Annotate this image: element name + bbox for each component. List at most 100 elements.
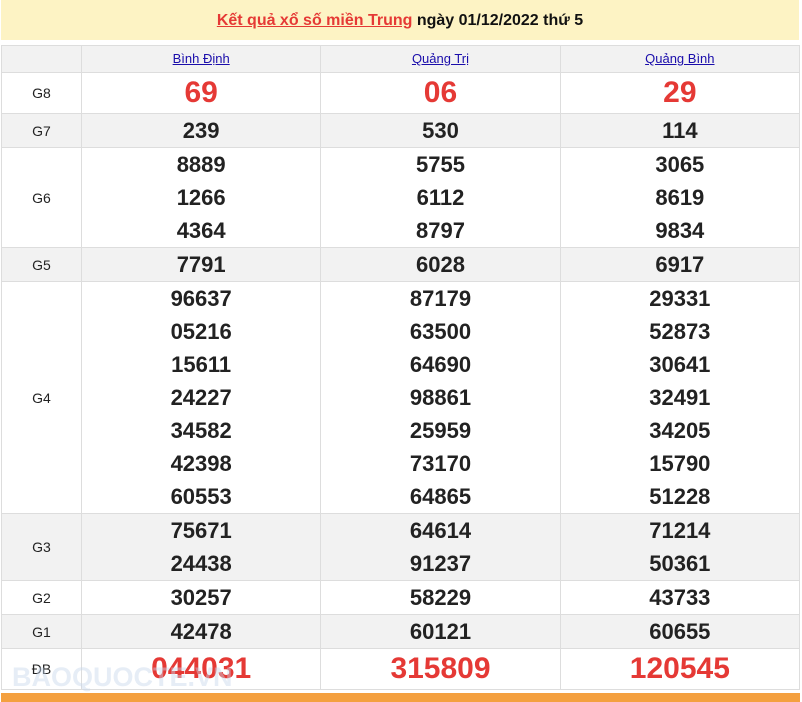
prize-number: 96637 — [170, 286, 232, 311]
results-table: Bình Định Quảng Trị Quảng Bình G8 69 06 29 G… — [1, 45, 801, 690]
prize-number: 8889 — [176, 152, 226, 177]
prize-number: 64690 — [409, 352, 472, 377]
prize-number: 114 — [662, 118, 698, 143]
prize-number: 24438 — [170, 551, 232, 576]
prize-row: G5 7791 6028 6917 — [1, 247, 801, 282]
prize-number: 120545 — [629, 652, 730, 685]
prize-number: 3065 — [655, 152, 705, 177]
prize-number: 044031 — [151, 652, 252, 685]
prize-row: G3 75671 24438 64614 91237 71214 50361 — [1, 513, 801, 581]
prize-row: G7 239 530 114 — [1, 113, 801, 148]
prize-label: G8 — [1, 72, 82, 114]
prize-number: 32491 — [649, 385, 711, 410]
prize-number: 43733 — [649, 585, 711, 610]
prize-number: 15611 — [171, 352, 232, 377]
prize-number: 6028 — [416, 252, 465, 277]
prize-number: 73170 — [409, 451, 472, 476]
prize-cell: 96637 05216 15611 24227 34582 42398 60553 — [80, 281, 322, 514]
prize-cell: 8889 1266 4364 — [80, 147, 322, 248]
prize-number: 71214 — [649, 518, 711, 543]
prize-row: G6 8889 1266 4364 5755 6112 8797 3065 8619 9834 — [1, 147, 801, 248]
prize-number: 15790 — [649, 451, 711, 476]
prize-label: G5 — [1, 247, 82, 282]
prize-row: G4 96637 05216 15611 24227 34582 42398 60553 871… — [1, 281, 801, 514]
prize-label: G7 — [1, 113, 82, 148]
prize-number: 87179 — [409, 286, 472, 311]
prize-number: 7791 — [176, 252, 226, 277]
prize-number: 9834 — [655, 218, 705, 243]
prize-number: 29 — [663, 76, 697, 109]
title-link[interactable]: Kết quả xổ số miền Trung — [216, 12, 413, 29]
prize-number: 315809 — [390, 652, 491, 685]
prize-number: 1266 — [176, 185, 226, 210]
prize-number: 34582 — [170, 418, 232, 443]
prize-label: ĐB — [1, 648, 82, 690]
prize-row: ĐB 044031 315809 120545 — [1, 648, 801, 690]
prize-number: 58229 — [409, 585, 472, 610]
prize-cell: 6028 — [320, 247, 561, 282]
prize-number: 6917 — [655, 252, 705, 277]
title-date: ngày 01/12/2022 thứ 5 — [412, 12, 584, 29]
prize-cell: 315809 — [320, 648, 561, 690]
prize-cell: 530 — [320, 113, 561, 148]
province-link[interactable]: Quảng Bình — [645, 51, 715, 66]
prize-number: 60553 — [170, 484, 232, 509]
prize-number: 34205 — [649, 418, 711, 443]
prize-cell: 75671 24438 — [80, 513, 322, 581]
prize-number: 91237 — [409, 551, 472, 576]
province-link[interactable]: Quảng Trị — [411, 51, 470, 66]
prize-number: 8797 — [416, 218, 465, 243]
province-link[interactable]: Bình Định — [172, 51, 230, 66]
prize-number: 52873 — [649, 319, 711, 344]
prize-cell: 6917 — [559, 247, 801, 282]
prize-cell: 7791 — [80, 247, 322, 282]
prize-cell: 87179 63500 64690 98861 25959 73170 64865 — [320, 281, 561, 514]
prize-number: 75671 — [170, 518, 232, 543]
prize-cell: 30257 — [80, 580, 322, 615]
prize-cell: 29331 52873 30641 32491 34205 15790 51228 — [559, 281, 801, 514]
prize-row: G8 69 06 29 — [1, 72, 801, 114]
prize-number: 06 — [423, 76, 458, 109]
prize-number: 05216 — [170, 319, 232, 344]
prize-cell: 239 — [80, 113, 322, 148]
prize-number: 530 — [422, 118, 459, 143]
prize-number: 30257 — [170, 585, 232, 610]
prize-label: G4 — [1, 281, 82, 514]
prize-cell: 71214 50361 — [559, 513, 801, 581]
footer-bar — [1, 693, 800, 702]
results-title: Kết quả xổ số miền Trung ngày 01/12/2022… — [1, 0, 799, 40]
prize-number: 24227 — [170, 385, 232, 410]
prize-cell: 60121 — [320, 614, 561, 649]
prize-number: 51228 — [649, 484, 711, 509]
prize-cell: 60655 — [559, 614, 801, 649]
prize-number: 4364 — [176, 218, 226, 243]
prize-number: 8619 — [655, 185, 705, 210]
prize-cell: 06 — [320, 72, 561, 114]
prize-number: 69 — [184, 76, 218, 109]
prize-cell: 120545 — [559, 648, 801, 690]
prize-number: 64614 — [409, 518, 472, 543]
province-header-row: Bình Định Quảng Trị Quảng Bình — [1, 45, 801, 73]
prize-number: 5755 — [416, 152, 465, 177]
prize-number: 42478 — [170, 619, 232, 644]
prize-number: 6112 — [416, 185, 465, 210]
prize-cell: 5755 6112 8797 — [320, 147, 561, 248]
prize-number: 63500 — [409, 319, 472, 344]
prize-cell: 114 — [559, 113, 801, 148]
prize-number: 29331 — [649, 286, 711, 311]
prize-cell: 29 — [559, 72, 801, 114]
prize-cell: 42478 — [80, 614, 322, 649]
prize-number: 64865 — [409, 484, 472, 509]
prize-number: 25959 — [409, 418, 472, 443]
prize-cell: 43733 — [559, 580, 801, 615]
prize-row: G1 42478 60121 60655 — [1, 614, 801, 649]
prize-number: 50361 — [649, 551, 711, 576]
prize-label: G3 — [1, 513, 82, 581]
prize-label: G6 — [1, 147, 82, 248]
prize-label: G1 — [1, 614, 82, 649]
prize-number: 60121 — [409, 619, 472, 644]
prize-cell: 58229 — [320, 580, 561, 615]
prize-cell: 044031 — [80, 648, 322, 690]
prize-label: G2 — [1, 580, 82, 615]
prize-cell: 64614 91237 — [320, 513, 561, 581]
